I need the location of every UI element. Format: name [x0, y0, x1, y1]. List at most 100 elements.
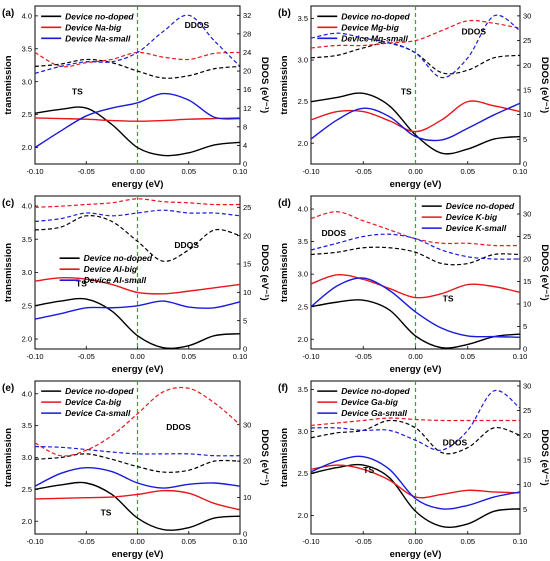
panel-c-xtick-label: 0.10	[233, 352, 248, 361]
panel-c-ylabel-left: transmission	[3, 243, 14, 302]
panel-f-xtick-label: 0.10	[513, 537, 528, 546]
panel-a-ytick-right-label: 24	[243, 48, 251, 57]
panel-a-annotation-ts: TS	[72, 86, 83, 96]
panel-e-ytick-left-label: 3.5	[22, 421, 32, 430]
panel-c-ylabel-right: DDOS (eV⁻¹)	[259, 244, 270, 300]
panel-d-ytick-right-label: 0	[523, 345, 527, 354]
panel-e-ddos-2	[34, 445, 241, 457]
panel-a-legend-entry: Device Na-big	[65, 22, 122, 32]
panel-a-ylabel-right: DDOS (eV⁻¹)	[259, 57, 270, 113]
panel-f-ytick-left-label: 2.5	[298, 469, 308, 478]
panel-e-ylabel-right: DDOS (eV⁻¹)	[259, 429, 270, 485]
panel-c-xtick-label: 0.00	[130, 352, 145, 361]
panel-c-ts-2	[34, 300, 241, 320]
panel-f-ytick-left-label: 3.0	[298, 427, 308, 436]
panel-d-ytick-right-label: 10	[523, 300, 531, 309]
panel-f-label: (f)	[278, 383, 288, 394]
panel-f-annotation-ddos: DDOS	[443, 437, 468, 447]
panel-b-xtick-label: 0.05	[460, 167, 475, 176]
panel-e-xtick-label: 0.10	[233, 537, 248, 546]
panel-b-ts-1	[310, 100, 521, 133]
panel-f-ytick-right-label: 10	[523, 480, 531, 489]
panel-e-label: (e)	[2, 383, 14, 394]
panel-a-xtick-label: 0.10	[233, 167, 248, 176]
panel-d-xtick-label: -0.10	[302, 352, 319, 361]
panel-f-xtick-label: 0.05	[460, 537, 475, 546]
panel-c-label: (c)	[2, 198, 14, 209]
panel-c-ts-1	[34, 277, 241, 295]
panel-d-ytick-right-label: 20	[523, 255, 531, 264]
panel-e-ytick-left-label: 2.5	[22, 485, 32, 494]
panel-b-legend-entry: Device Mg-big	[341, 22, 399, 32]
panel-a-xlabel: energy (eV)	[112, 179, 164, 190]
panel-d-xtick-label: 0.00	[408, 352, 423, 361]
panel-e-legend-entry: Device Ca-small	[65, 408, 131, 418]
panel-f-annotation-ts: TS	[363, 465, 374, 475]
panel-b-xtick-label: -0.10	[302, 167, 319, 176]
panel-a-xtick-label: 0.00	[130, 167, 145, 176]
panel-f-ylabel-right: DDOS (eV⁻¹)	[539, 429, 550, 485]
panel-a-label: (a)	[2, 8, 14, 19]
panel-f-ytick-left-label: 2.0	[298, 511, 308, 520]
panel-f-xtick-label: -0.05	[355, 537, 372, 546]
panel-a-annotation-ddos: DDOS	[185, 20, 210, 30]
panel-f-ytick-right-label: 5	[523, 505, 527, 514]
panel-b-xtick-label: -0.05	[355, 167, 372, 176]
panel-a-ytick-right-label: 4	[243, 141, 247, 150]
panel-d-ytick-right-label: 5	[523, 322, 527, 331]
panel-c-ytick-right-label: 10	[243, 288, 251, 297]
panel-c-xlabel: energy (eV)	[112, 364, 164, 375]
panel-e-ts-1	[34, 489, 241, 511]
panel-b-ytick-left-label: 2.5	[298, 97, 308, 106]
panel-b-ddos-2	[310, 14, 521, 79]
panel-c-legend-entry: Device Al-big	[84, 264, 138, 274]
panel-c-ytick-left-label: 4.0	[22, 202, 32, 211]
panel-b-ts-2	[310, 102, 521, 142]
panel-d-ddos-2	[310, 233, 521, 260]
panel-a-ts-0	[34, 106, 241, 157]
panel-a-ts-1	[34, 117, 241, 122]
panel-b-legend-entry: Device Mg-small	[341, 33, 408, 43]
panel-f-legend-entry: Device Ga-big	[341, 397, 398, 407]
panel-d-annotation-ddos: DDOS	[321, 228, 346, 238]
panel-d-legend-entry: Device no-doped	[446, 201, 515, 211]
panel-b-ytick-left-label: 3.5	[298, 14, 308, 23]
panel-b-ytick-right-label: 30	[523, 11, 531, 20]
panel-b-ytick-right-label: 15	[523, 86, 531, 95]
panel-e-ddos-0	[34, 453, 241, 473]
panel-d-ytick-left-label: 4.0	[298, 205, 308, 214]
panel-c-ytick-left-label: 3.0	[22, 268, 32, 277]
panel-a-ts-2	[34, 92, 241, 149]
panel-c-annotation-ts: TS	[76, 278, 87, 288]
panel-b-ytick-left-label: 2.0	[298, 139, 308, 148]
panel-f-ytick-right-label: 15	[523, 456, 531, 465]
panel-a-ddos-2	[34, 14, 241, 74]
panel-c-legend-entry: Device Al-small	[84, 275, 147, 285]
panel-f-ddos-2	[310, 389, 521, 451]
panel-a-ytick-left-label: 4.0	[22, 11, 32, 20]
panel-f-ts-2	[310, 455, 521, 510]
panel-d-legend-entry: Device K-big	[446, 212, 498, 222]
panel-a-xtick-label: -0.10	[26, 167, 43, 176]
panel-c-ytick-right-label: 25	[243, 203, 251, 212]
panel-e-legend-entry: Device Ca-big	[65, 397, 122, 407]
panel-d-ytick-right-label: 30	[523, 210, 531, 219]
panel-f-xtick-label: 0.00	[408, 537, 423, 546]
panel-b-ytick-right-label: 20	[523, 61, 531, 70]
panel-c-ddos-2	[34, 209, 241, 223]
panel-f-xtick-label: -0.10	[302, 537, 319, 546]
panel-b-legend-entry: Device no-doped	[341, 11, 410, 21]
panel-d-ts-0	[310, 299, 521, 349]
panel-a-ytick-left-label: 2.5	[22, 110, 32, 119]
panel-e-xtick-label: 0.00	[130, 537, 145, 546]
panel-d-xtick-label: 0.10	[513, 352, 528, 361]
panel-c-ytick-right-label: 0	[243, 345, 247, 354]
panel-b-ts-0	[310, 92, 521, 155]
panel-a-ytick-left-label: 2.0	[22, 143, 32, 152]
panel-e-ytick-left-label: 4.0	[22, 389, 32, 398]
panel-a-legend-entry: Device no-doped	[65, 11, 134, 21]
panel-b-annotation-ddos: DDOS	[461, 26, 486, 36]
panel-f-ylabel-left: transmission	[279, 428, 290, 487]
panel-d-ytick-right-label: 15	[523, 277, 531, 286]
